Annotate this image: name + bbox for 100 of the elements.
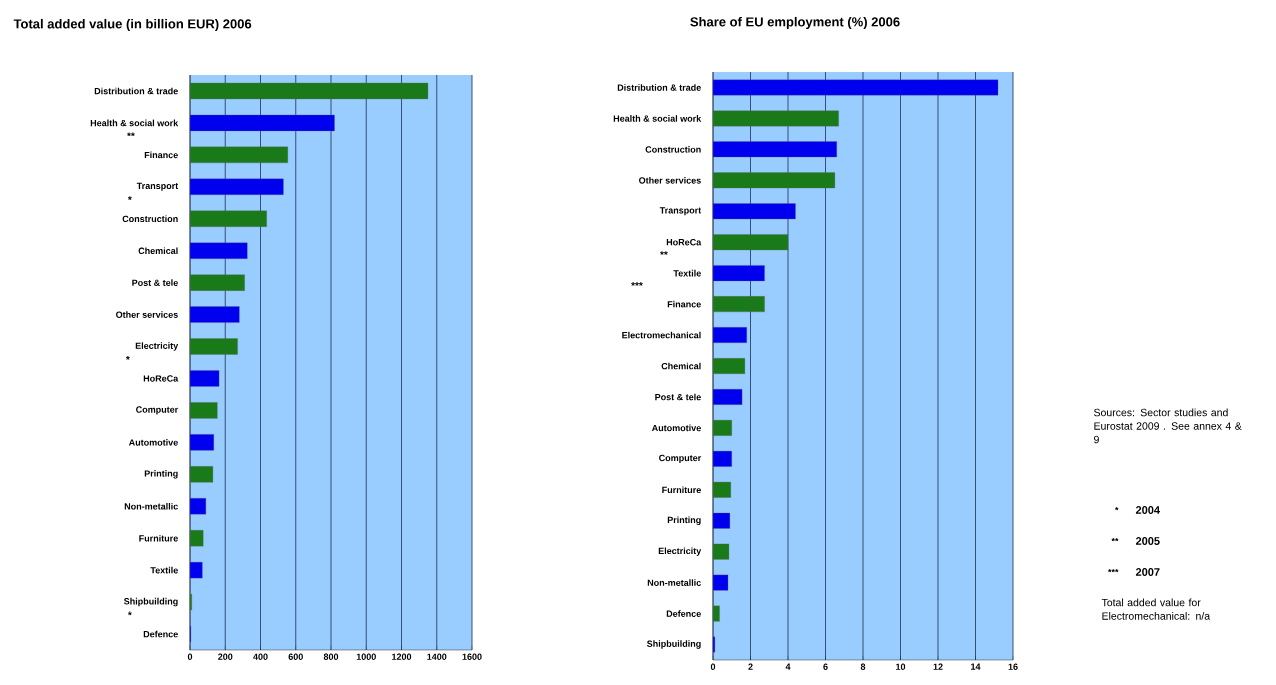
y-tick-label: Electricity — [135, 342, 179, 351]
y-tick-label: Automotive — [128, 439, 178, 446]
text: * — [127, 611, 132, 616]
x-tick-label: 0 — [187, 653, 193, 660]
y-tick-label: Electricity — [658, 547, 702, 556]
chart-title: Share of EU employment (%) 2006 — [690, 16, 900, 30]
bar — [189, 210, 267, 227]
y-tick-label: Shipbuilding — [646, 640, 701, 649]
y-tick-label: Finance — [667, 300, 701, 308]
bar — [712, 203, 796, 220]
x-tick-label: 200 — [218, 653, 233, 660]
y-tick-label: Printing — [144, 470, 178, 479]
bar — [712, 543, 730, 560]
bar — [189, 114, 335, 132]
x-tick-label: 800 — [323, 653, 339, 660]
y-tick-label: Textile — [150, 566, 178, 574]
x-tick-label: 2 — [748, 663, 753, 670]
text: * — [127, 196, 132, 201]
bar — [712, 481, 731, 498]
bar — [712, 141, 837, 158]
bar — [189, 338, 238, 355]
x-tick-label: 8 — [860, 663, 866, 670]
y-tick-label: Printing — [667, 516, 701, 525]
text: 2004 — [1135, 506, 1160, 514]
bar — [712, 172, 836, 189]
y-tick-label: Construction — [645, 146, 701, 153]
text: 2007 — [1135, 568, 1160, 576]
text: ** — [660, 251, 668, 255]
bar — [189, 274, 245, 291]
bar — [189, 146, 288, 164]
bar — [189, 370, 220, 387]
x-tick-label: 14 — [971, 663, 981, 670]
y-tick-label: Defence — [143, 630, 178, 638]
y-tick-label: HoReCa — [143, 375, 179, 382]
x-tick-label: 4 — [785, 663, 791, 670]
bar — [712, 327, 747, 343]
y-tick-label: Other services — [639, 177, 701, 184]
y-tick-label: Non-metallic — [647, 579, 701, 586]
y-tick-label: Distribution & trade — [617, 84, 701, 91]
y-tick-label: Transport — [659, 207, 702, 216]
y-tick-label: Defence — [666, 610, 701, 617]
bar — [189, 434, 214, 451]
y-tick-label: Other services — [116, 311, 178, 318]
bar — [189, 306, 240, 323]
bar — [712, 389, 743, 405]
y-tick-label: Chemical — [661, 362, 701, 370]
y-tick-label: Shipbuilding — [123, 597, 178, 607]
bar — [712, 358, 746, 374]
text: 2005 — [1135, 537, 1160, 545]
bar — [189, 242, 248, 259]
y-tick-label: Furniture — [662, 486, 701, 494]
bar — [712, 296, 765, 313]
bar — [189, 82, 429, 100]
bar — [189, 178, 284, 195]
bar — [712, 79, 999, 96]
text: *** — [1108, 568, 1119, 573]
bar — [712, 512, 731, 529]
y-tick-label: Health & social work — [90, 119, 179, 127]
y-tick-label: Textile — [673, 269, 701, 277]
bar — [712, 110, 839, 127]
y-tick-label: Furniture — [139, 534, 178, 542]
text: * — [1115, 506, 1119, 511]
y-tick-label: Transport — [136, 182, 179, 191]
x-tick-label: 6 — [823, 663, 828, 670]
y-tick-label: HoReCa — [666, 239, 702, 246]
bar — [189, 402, 218, 419]
x-tick-label: 1000 — [356, 653, 376, 660]
bar — [712, 574, 729, 591]
y-tick-label: Chemical — [138, 247, 178, 255]
x-tick-label: 600 — [288, 653, 303, 660]
y-tick-label: Construction — [122, 215, 178, 223]
bar — [189, 466, 214, 483]
x-tick-label: 1600 — [462, 653, 482, 660]
y-tick-label: Finance — [144, 151, 178, 159]
x-tick-label: 12 — [933, 663, 943, 670]
bar — [712, 265, 765, 282]
y-tick-label: Post & tele — [655, 393, 701, 401]
x-tick-label: 1400 — [427, 653, 447, 660]
y-tick-label: Health & social work — [613, 115, 702, 122]
bar — [712, 420, 732, 436]
text: *** — [631, 282, 643, 286]
y-tick-label: Automotive — [651, 424, 701, 432]
y-tick-label: Post & tele — [132, 279, 178, 286]
bar — [712, 605, 720, 622]
x-tick-label: 1200 — [392, 653, 412, 660]
bar — [712, 450, 732, 467]
bar — [189, 561, 203, 579]
text: ** — [127, 132, 135, 137]
x-tick-label: 400 — [253, 653, 268, 660]
y-tick-label: Computer — [659, 454, 702, 463]
y-tick-label: Electromechanical — [622, 331, 701, 339]
bar — [189, 530, 204, 547]
x-tick-label: 0 — [710, 663, 716, 670]
x-tick-label: 10 — [896, 663, 906, 670]
y-tick-label: Non-metallic — [124, 502, 178, 510]
chart-title: Total added value (in billion EUR) 2006 — [13, 18, 252, 32]
text: * — [125, 356, 130, 360]
x-tick-label: 16 — [1008, 663, 1018, 670]
bar — [712, 234, 789, 251]
bar — [189, 498, 207, 515]
